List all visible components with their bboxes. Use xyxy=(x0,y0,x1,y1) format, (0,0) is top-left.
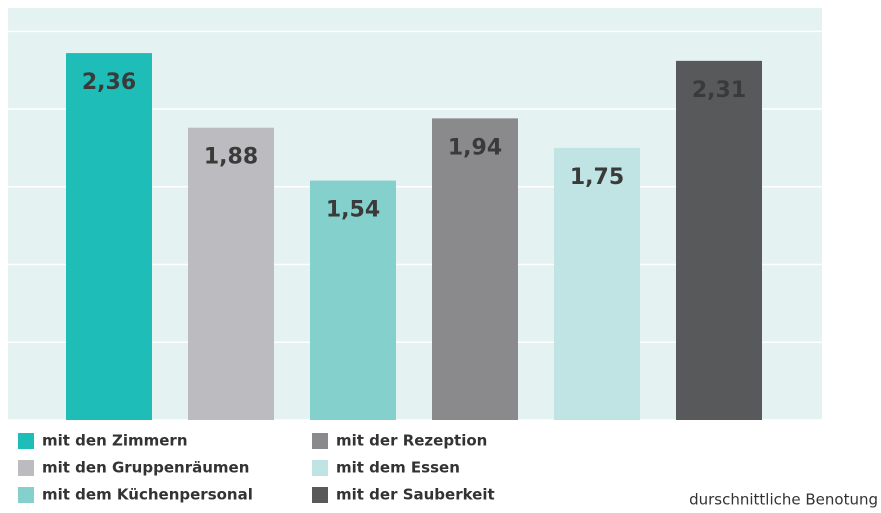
bar xyxy=(310,180,396,420)
legend-swatch xyxy=(312,433,328,449)
bar xyxy=(554,147,640,420)
value-label: 1,54 xyxy=(326,198,380,223)
legend-swatch xyxy=(312,460,328,476)
bar xyxy=(432,118,518,421)
legend-label: mit den Zimmern xyxy=(42,432,188,450)
value-label: 2,36 xyxy=(82,70,136,95)
value-label: 2,31 xyxy=(692,78,746,103)
value-label: 1,88 xyxy=(204,145,258,170)
bar xyxy=(676,60,762,420)
legend-swatch xyxy=(18,487,34,503)
legend-label: mit dem Essen xyxy=(336,459,460,477)
bar xyxy=(66,53,152,420)
value-label: 1,75 xyxy=(570,165,624,190)
annotation: durschnittliche Benotung xyxy=(689,491,878,509)
legend-label: mit den Gruppenräumen xyxy=(42,459,249,477)
legend-swatch xyxy=(18,460,34,476)
legend-label: mit der Rezeption xyxy=(336,432,487,450)
value-label: 1,94 xyxy=(448,135,502,160)
legend-swatch xyxy=(312,487,328,503)
legend-label: mit der Sauberkeit xyxy=(336,486,495,504)
legend-swatch xyxy=(18,433,34,449)
legend-label: mit dem Küchenpersonal xyxy=(42,486,253,504)
bar xyxy=(188,127,274,421)
